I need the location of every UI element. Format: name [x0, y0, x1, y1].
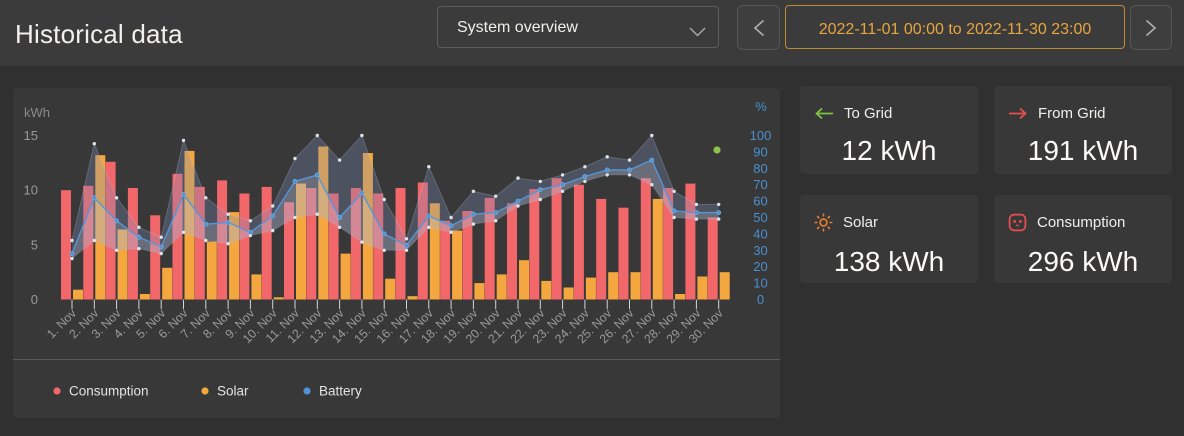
svg-text:0: 0 — [757, 292, 764, 307]
svg-text:60: 60 — [753, 194, 767, 209]
svg-text:Consumption: Consumption — [69, 384, 149, 399]
svg-text:40: 40 — [753, 226, 767, 241]
svg-text:70: 70 — [753, 177, 767, 192]
svg-text:15: 15 — [24, 128, 38, 143]
svg-text:10: 10 — [24, 183, 38, 198]
svg-text:Solar: Solar — [217, 384, 249, 399]
svg-text:80: 80 — [753, 161, 767, 176]
svg-text:100: 100 — [750, 128, 772, 143]
svg-text:20: 20 — [753, 259, 767, 274]
svg-text:10: 10 — [753, 276, 767, 291]
svg-text:90: 90 — [753, 144, 767, 159]
svg-text:5: 5 — [31, 237, 38, 252]
svg-text:0: 0 — [31, 292, 38, 307]
svg-text:kWh: kWh — [24, 105, 50, 120]
svg-text:%: % — [755, 99, 767, 114]
svg-text:Battery: Battery — [319, 384, 362, 399]
svg-text:30: 30 — [753, 243, 767, 258]
svg-text:50: 50 — [753, 210, 767, 225]
